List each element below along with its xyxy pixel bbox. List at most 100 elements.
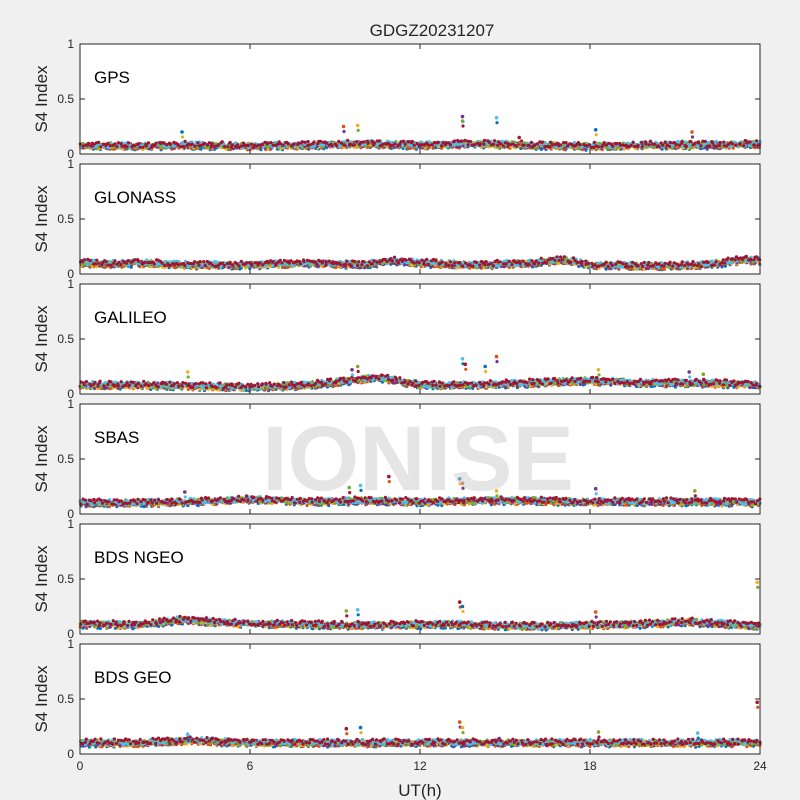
data-point xyxy=(712,144,716,148)
data-point xyxy=(604,260,608,264)
data-point xyxy=(412,261,416,265)
data-point xyxy=(286,142,290,146)
data-point xyxy=(107,260,111,264)
data-point xyxy=(220,140,224,144)
data-point xyxy=(657,262,661,266)
data-point xyxy=(683,263,687,268)
data-point xyxy=(491,264,495,268)
data-point xyxy=(494,264,498,268)
data-point xyxy=(309,262,313,266)
data-point xyxy=(663,140,667,144)
data-point xyxy=(610,263,614,268)
data-point xyxy=(449,260,453,264)
data-point xyxy=(168,142,173,146)
data-point xyxy=(466,143,470,147)
data-point xyxy=(370,262,375,266)
data-point xyxy=(344,262,348,267)
data-point xyxy=(440,260,444,264)
data-point xyxy=(474,260,479,264)
data-point xyxy=(410,139,414,144)
data-point xyxy=(572,140,577,144)
data-point xyxy=(197,263,201,267)
data-point xyxy=(722,140,726,144)
data-point xyxy=(744,254,749,258)
data-point xyxy=(292,142,296,146)
data-point xyxy=(448,143,452,147)
data-point xyxy=(703,139,707,143)
spike-point xyxy=(180,135,185,139)
figure-title: GDGZ20231207 xyxy=(370,21,495,40)
data-point xyxy=(699,264,703,269)
data-point xyxy=(223,145,227,149)
data-point xyxy=(104,260,108,264)
data-point xyxy=(569,260,573,264)
data-point xyxy=(596,145,601,149)
data-point xyxy=(293,145,297,149)
data-point xyxy=(668,140,673,145)
data-point xyxy=(115,145,119,149)
data-point xyxy=(647,143,651,147)
data-point xyxy=(473,143,477,147)
data-point xyxy=(667,144,672,148)
spike-point xyxy=(461,124,465,128)
spike-point xyxy=(355,123,360,128)
data-point xyxy=(160,261,164,265)
data-point xyxy=(296,141,300,145)
data-point xyxy=(644,142,648,146)
data-point xyxy=(710,259,714,263)
data-point xyxy=(355,140,359,144)
data-point xyxy=(458,261,462,265)
data-point xyxy=(614,262,618,266)
data-point xyxy=(198,260,202,264)
data-point xyxy=(733,258,737,262)
data-point xyxy=(327,259,331,263)
data-point xyxy=(244,266,248,270)
data-point xyxy=(372,259,376,263)
spike-point xyxy=(517,135,521,140)
data-point xyxy=(401,143,405,147)
data-point xyxy=(718,140,722,145)
spike-point xyxy=(342,129,346,134)
data-points xyxy=(78,114,762,152)
data-point xyxy=(300,140,304,144)
data-point xyxy=(162,141,166,145)
data-point xyxy=(249,142,253,146)
data-point xyxy=(522,143,526,147)
data-point xyxy=(450,264,454,268)
data-point xyxy=(250,262,254,267)
data-point xyxy=(587,143,591,147)
y-axis-label: S4 Index xyxy=(32,65,51,133)
data-point xyxy=(693,142,697,146)
data-point xyxy=(338,144,342,148)
data-point xyxy=(278,258,282,262)
data-point xyxy=(447,263,451,267)
data-point xyxy=(392,255,397,259)
data-point xyxy=(228,141,232,145)
data-point xyxy=(142,261,146,265)
data-point xyxy=(578,143,582,147)
data-point xyxy=(597,264,601,268)
data-point xyxy=(496,143,500,147)
data-point xyxy=(163,260,167,264)
data-point xyxy=(504,262,508,266)
spike-point xyxy=(180,130,184,134)
data-point xyxy=(492,139,497,143)
data-point xyxy=(182,145,186,149)
data-point xyxy=(106,141,110,145)
data-point xyxy=(749,257,753,261)
data-point xyxy=(575,260,579,265)
data-point xyxy=(641,264,645,268)
data-point xyxy=(691,260,695,264)
data-point xyxy=(544,261,548,265)
spike-point xyxy=(690,130,694,134)
data-point xyxy=(534,259,538,263)
y-tick-label: 0.5 xyxy=(57,92,74,106)
data-point xyxy=(266,147,270,151)
data-point xyxy=(239,144,243,148)
data-point xyxy=(183,263,187,267)
data-point xyxy=(324,263,328,267)
data-point xyxy=(734,143,738,147)
data-point xyxy=(339,263,343,267)
data-point xyxy=(721,258,725,262)
